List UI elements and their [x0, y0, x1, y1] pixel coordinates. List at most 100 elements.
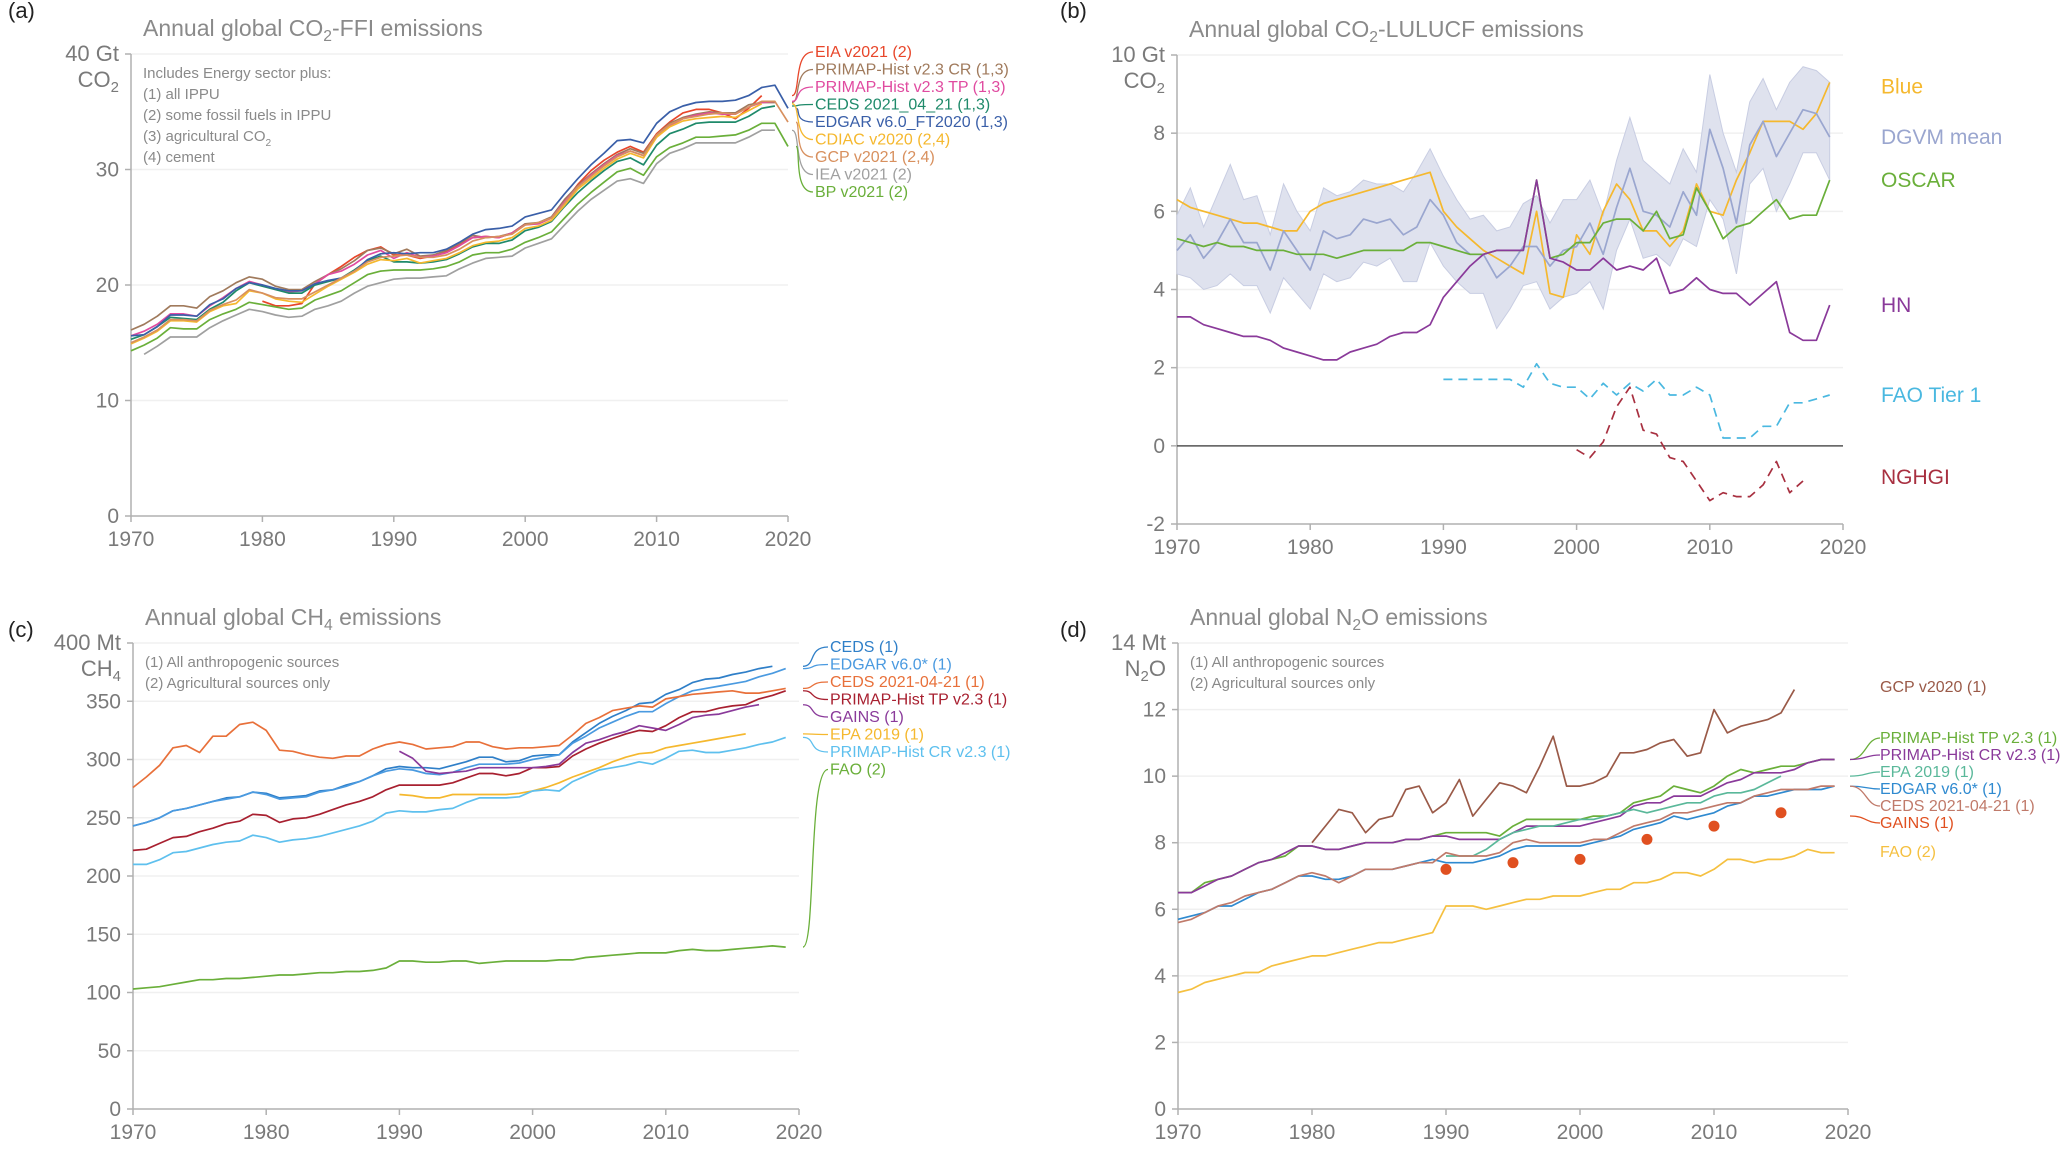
data-point-gains-1 — [1641, 833, 1653, 845]
x-tick-label: 1990 — [1423, 1121, 1470, 1144]
x-tick-label: 1990 — [376, 1121, 423, 1144]
x-tick-label: 2000 — [1553, 536, 1600, 559]
legend-label: FAO (2) — [830, 762, 886, 779]
y-tick-label: 4 — [1154, 965, 1166, 988]
y-tick-label: 8 — [1154, 832, 1166, 855]
x-tick-label: 1970 — [110, 1121, 157, 1144]
x-tick-label: 2000 — [1557, 1121, 1604, 1144]
data-point-gains-1 — [1507, 857, 1519, 869]
legend-label: BP v2021 (2) — [815, 184, 908, 201]
y-tick-label: 10 — [1143, 765, 1166, 788]
y-tick-label: 6 — [1154, 898, 1166, 921]
subscript: 4 — [324, 617, 333, 634]
legend-connector — [802, 681, 829, 690]
data-point-gains-1 — [1775, 807, 1787, 819]
text-part: Annual global CO — [143, 15, 323, 41]
legend-label: CEDS (1) — [830, 639, 898, 656]
y-tick-label: 250 — [86, 807, 121, 830]
legend-label: PRIMAP-Hist CR v2.3 (1) — [1880, 747, 2060, 764]
series-label: Blue — [1881, 75, 1923, 98]
panel-label: (c) — [8, 617, 34, 642]
series-line-fao-2 — [132, 945, 786, 990]
legend-label: GAINS (1) — [830, 709, 904, 726]
note-line: (1) all IPPU — [143, 86, 220, 103]
x-tick-label: 1990 — [370, 528, 417, 551]
subscript: 2 — [1157, 80, 1165, 97]
series-label: NGHGI — [1881, 466, 1950, 489]
series-line-blue — [1176, 82, 1831, 299]
x-tick-label: 1980 — [243, 1121, 290, 1144]
text-part: CO — [1124, 68, 1157, 93]
text-part: Annual global CH — [145, 604, 324, 630]
series-line-epa-2019-1 — [1446, 775, 1782, 857]
text-part: -LULUCF emissions — [1378, 16, 1584, 42]
legend-connector — [802, 733, 829, 736]
series-line-primap-hist-tp-v2-3-1 — [132, 689, 786, 852]
y-tick-label: 0 — [109, 1098, 121, 1121]
y-tick-label: 100 — [86, 982, 121, 1005]
note-line: (2) some fossil fuels in IPPU — [143, 107, 331, 124]
legend-connector — [802, 704, 829, 718]
subscript: 4 — [113, 668, 121, 685]
series-line-primap-hist-cr-v2-3-1 — [133, 736, 786, 866]
chart-title: Annual global CO2-LULUCF emissions — [1189, 16, 1584, 46]
legend-label: CEDS 2021-04-21 (1) — [830, 674, 985, 691]
legend-connector — [795, 107, 814, 123]
series-line-primap-hist-cr-v2-3-1 — [1178, 758, 1835, 894]
y-tick-label: 30 — [96, 159, 119, 182]
series-line-fao-2 — [1177, 848, 1835, 994]
y-tick-label: 6 — [1153, 200, 1165, 223]
y-tick-label: 300 — [86, 749, 121, 772]
text-part: Annual global CO — [1189, 16, 1369, 42]
dgvm-range-band — [1176, 66, 1831, 330]
x-tick-label: 1970 — [1154, 536, 1201, 559]
y-tick-label: 4 — [1153, 279, 1165, 302]
legend-connector — [1849, 785, 1881, 807]
series-label: OSCAR — [1881, 169, 1956, 192]
y-tick-label: 200 — [86, 865, 121, 888]
series-label: HN — [1881, 294, 1911, 317]
series-line-fao-tier-1 — [1443, 362, 1830, 439]
legend-connector — [802, 663, 829, 670]
series-line-epa-2019-1 — [399, 733, 746, 799]
x-tick-label: 1980 — [1287, 536, 1334, 559]
y-tick-label: 150 — [86, 923, 121, 946]
legend-connector — [802, 690, 829, 701]
y-unit-gas: CO2 — [1124, 68, 1165, 97]
text-part: O emissions — [1361, 604, 1488, 630]
legend-connector — [791, 68, 814, 104]
series-line-ceds-2021-04-21-1 — [1177, 785, 1835, 924]
panel-label: (d) — [1060, 617, 1087, 642]
chart-title: Annual global N2O emissions — [1190, 604, 1488, 634]
legend-connector — [1849, 737, 1881, 761]
y-tick-label: 2 — [1154, 1031, 1166, 1054]
x-tick-label: 2010 — [1691, 1121, 1738, 1144]
x-tick-label: 2010 — [633, 528, 680, 551]
series-line-ceds-2021-04-21-1 — [132, 687, 786, 789]
legend-label: CEDS 2021-04-21 (1) — [1880, 798, 2035, 815]
subscript: 2 — [1369, 29, 1378, 46]
y-tick-label: 0 — [1154, 1098, 1166, 1121]
subscript: 2 — [1352, 617, 1361, 634]
legend-label: FAO (2) — [1880, 844, 1936, 861]
y-unit-gas: N2O — [1125, 656, 1166, 685]
text-part: (3) agricultural CO — [143, 128, 266, 145]
chart-title: Annual global CH4 emissions — [145, 604, 441, 634]
legend-connector — [791, 51, 814, 97]
legend-label: EPA 2019 (1) — [1880, 764, 1974, 781]
legend-label: CEDS 2021_04_21 (1,3) — [815, 97, 990, 114]
y-tick-label: 12 — [1143, 699, 1166, 722]
legend-connector — [802, 736, 829, 753]
series-line-nghgi — [1576, 386, 1804, 502]
series-line-edgar-v6-0-1 — [1177, 785, 1835, 921]
legend-label: PRIMAP-Hist v2.3 CR (1,3) — [815, 62, 1009, 79]
y-unit-gas: CO2 — [78, 67, 119, 96]
legend-connector — [795, 121, 814, 158]
text-part: CH — [81, 656, 113, 681]
x-tick-label: 2020 — [765, 528, 812, 551]
data-point-gains-1 — [1708, 820, 1720, 832]
text-part: Annual global N — [1190, 604, 1352, 630]
text-part: CO — [78, 67, 111, 92]
